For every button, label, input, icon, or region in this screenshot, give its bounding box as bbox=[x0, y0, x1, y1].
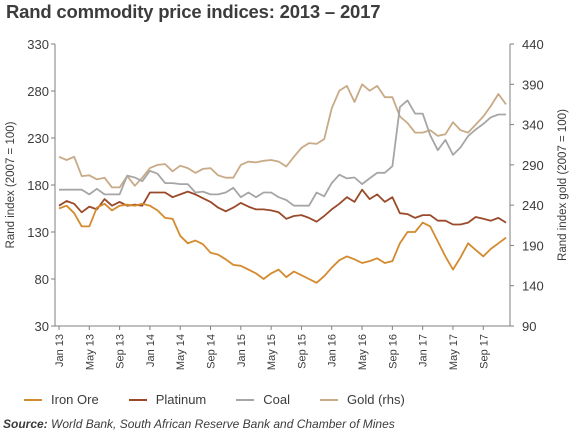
x-tick-label: Sep 17 bbox=[478, 334, 490, 369]
x-axis-ticks: Jan 13 May 13 Sep 13 Jan 14 May 14 Sep 14 Jan … bbox=[54, 326, 490, 370]
legend-item-iron-ore: Iron Ore bbox=[24, 392, 99, 407]
x-tick-label: Sep 16 bbox=[387, 334, 399, 369]
legend-swatch-iron-ore bbox=[24, 398, 42, 401]
right-tick-label: 340 bbox=[522, 118, 544, 133]
left-tick-label: 280 bbox=[27, 84, 49, 99]
source-note: Source: World Bank, South African Reserv… bbox=[3, 417, 395, 431]
legend-label-gold: Gold (rhs) bbox=[347, 392, 405, 407]
series-line-gold-rhs bbox=[58, 83, 507, 189]
right-tick-label: 290 bbox=[522, 158, 544, 173]
left-tick-label: 180 bbox=[27, 178, 49, 193]
x-tick-label: May 14 bbox=[175, 334, 187, 370]
x-tick-label: Jan 15 bbox=[236, 334, 248, 367]
legend-label-iron-ore: Iron Ore bbox=[51, 392, 99, 407]
x-tick-label: Jan 13 bbox=[54, 334, 66, 367]
right-tick-label: 240 bbox=[522, 198, 544, 213]
left-tick-label: 130 bbox=[27, 225, 49, 240]
legend-item-gold: Gold (rhs) bbox=[320, 392, 405, 407]
left-tick-label: 330 bbox=[27, 37, 49, 52]
x-tick-label: Jan 17 bbox=[418, 334, 430, 367]
x-tick-label: May 16 bbox=[357, 334, 369, 370]
left-tick-label: 80 bbox=[35, 272, 49, 287]
x-tick-label: Sep 13 bbox=[115, 334, 127, 369]
series-line-platinum bbox=[58, 188, 507, 226]
x-tick-label: Sep 14 bbox=[206, 334, 218, 369]
x-tick-label: Jan 14 bbox=[145, 334, 157, 367]
right-axis-ticks: 90 140 190 240 290 340 390 440 bbox=[510, 37, 544, 334]
legend-swatch-coal bbox=[236, 398, 255, 401]
legend-item-coal: Coal bbox=[236, 392, 290, 407]
legend-label-coal: Coal bbox=[263, 392, 291, 407]
left-tick-label: 30 bbox=[35, 319, 49, 334]
legend-swatch-platinum bbox=[128, 398, 147, 401]
source-label: Source: bbox=[3, 417, 48, 431]
x-tick-label: Sep 15 bbox=[296, 334, 308, 369]
legend: Iron Ore Platinum Coal Gold (rhs) bbox=[24, 392, 435, 407]
series-lines bbox=[58, 83, 507, 284]
x-tick-label: May 17 bbox=[448, 334, 460, 370]
left-axis-label: Rand index (2007 = 100) bbox=[5, 121, 17, 248]
source-text: World Bank, South African Reserve Bank a… bbox=[51, 417, 395, 431]
series-line-iron-ore bbox=[58, 202, 507, 284]
right-tick-label: 90 bbox=[522, 319, 536, 334]
left-axis-ticks: 30 80 130 180 230 280 330 bbox=[27, 37, 55, 334]
legend-item-platinum: Platinum bbox=[128, 392, 207, 407]
x-tick-label: May 15 bbox=[266, 334, 278, 370]
x-tick-label: May 13 bbox=[84, 334, 96, 370]
right-tick-label: 190 bbox=[522, 238, 544, 253]
right-tick-label: 390 bbox=[522, 77, 544, 92]
x-tick-label: Jan 16 bbox=[327, 334, 339, 367]
right-tick-label: 140 bbox=[522, 279, 544, 294]
series-line-coal bbox=[59, 99, 506, 207]
left-tick-label: 230 bbox=[27, 131, 49, 146]
legend-swatch-gold bbox=[320, 398, 339, 401]
right-tick-label: 440 bbox=[522, 37, 544, 52]
right-axis-label: Rand index gold (2007 = 100) bbox=[557, 109, 569, 261]
chart-title: Rand commodity price indices: 2013 – 201… bbox=[6, 1, 381, 22]
legend-label-platinum: Platinum bbox=[155, 392, 207, 407]
